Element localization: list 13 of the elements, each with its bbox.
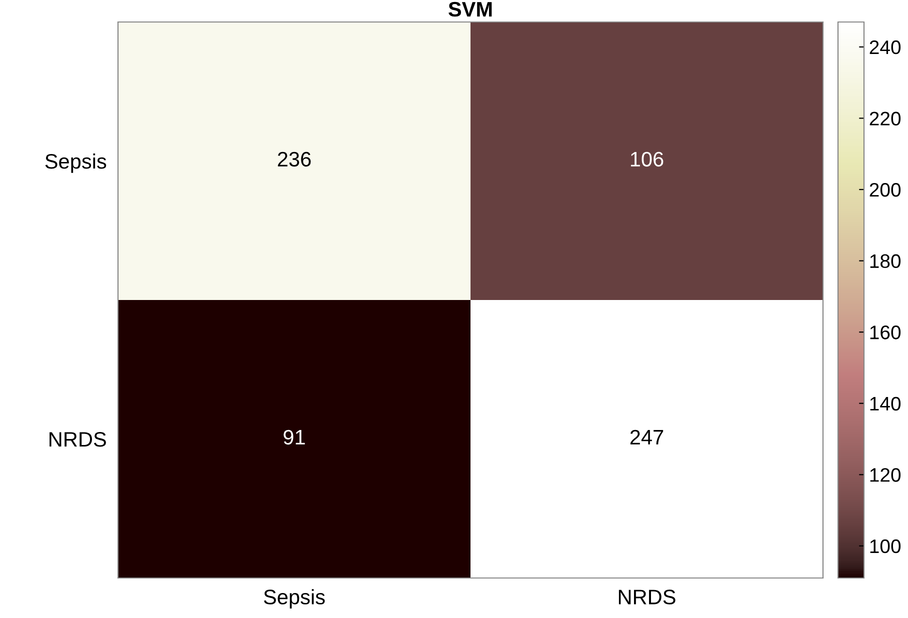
data-label: 91	[284, 430, 305, 445]
data-label: 236	[278, 152, 311, 167]
color-bar-label: 140	[870, 396, 901, 411]
chart-title: SVM	[448, 2, 492, 17]
color-bar-label: 240	[870, 40, 901, 54]
color-bar-label: 200	[870, 182, 901, 197]
color-bar-label: 120	[870, 468, 901, 482]
color-bar-label: 220	[870, 112, 901, 126]
color-bar-label: 160	[870, 326, 901, 340]
color-bar-label: 100	[870, 539, 901, 554]
color-bar-label: 180	[870, 254, 901, 268]
data-label: 106	[630, 152, 664, 167]
data-label: 247	[630, 430, 664, 444]
